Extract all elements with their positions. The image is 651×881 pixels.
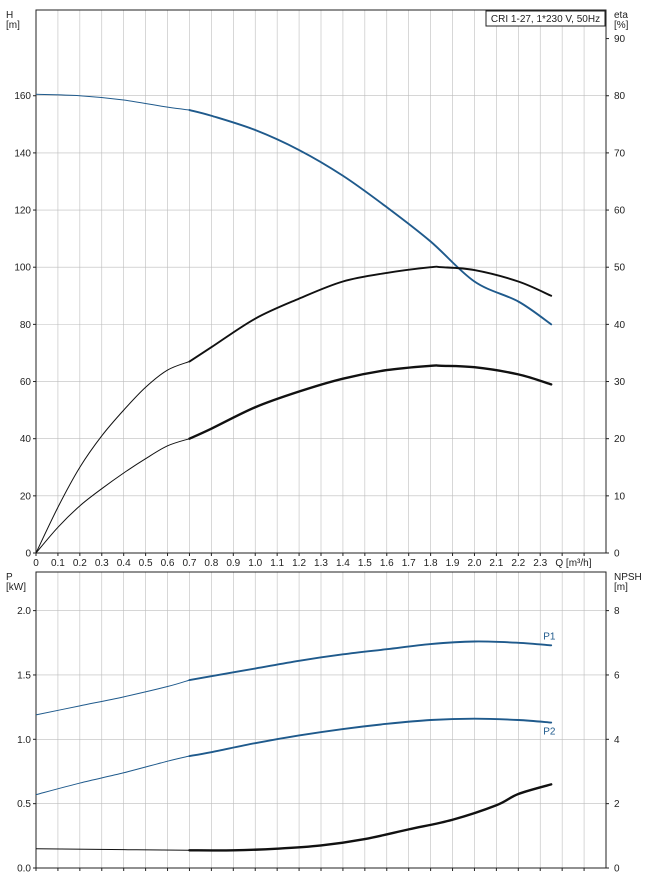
series-label: P1 bbox=[543, 631, 556, 642]
series-line-operating bbox=[188, 640, 553, 682]
x-tick-label: 1.6 bbox=[380, 558, 394, 569]
y-left-tick-label: 160 bbox=[14, 91, 31, 102]
y-right-tick-label: 2 bbox=[614, 799, 620, 810]
series-line-extended bbox=[35, 848, 190, 851]
y-right-tick-label: 4 bbox=[614, 735, 620, 746]
y-left-tick-label: 20 bbox=[20, 491, 32, 502]
y-right-tick-label: 90 bbox=[614, 34, 626, 45]
y-left-axis-label: [kW] bbox=[6, 582, 26, 593]
x-tick-label: 1.5 bbox=[358, 558, 372, 569]
x-tick-label: 0.5 bbox=[139, 558, 153, 569]
y-right-axis-label: eta bbox=[614, 10, 628, 21]
series-line-operating bbox=[188, 364, 553, 440]
x-tick-label: 0.6 bbox=[161, 558, 175, 569]
y-left-tick-label: 40 bbox=[20, 434, 32, 445]
x-tick-label: 1.4 bbox=[336, 558, 350, 569]
x-tick-label: 2.1 bbox=[489, 558, 503, 569]
x-tick-label: 2.2 bbox=[511, 558, 525, 569]
y-right-tick-label: 10 bbox=[614, 491, 626, 502]
x-tick-label: 2.0 bbox=[468, 558, 482, 569]
x-tick-label: 0.1 bbox=[51, 558, 65, 569]
x-tick-label: 1.1 bbox=[270, 558, 284, 569]
power-npsh-plot: 0.0 0.5 1.0 1.5 2.0 0 2 4 6 8 P[kW] NPSH[m] P1 P2 bbox=[6, 571, 642, 875]
y-left-axis-label: H bbox=[6, 10, 13, 21]
tick-marks bbox=[33, 610, 609, 871]
y-left-axis-label: P bbox=[6, 572, 13, 583]
series-line-operating bbox=[188, 109, 553, 326]
y-right-tick-label: 30 bbox=[614, 377, 626, 388]
y-left-tick-label: 2.0 bbox=[17, 606, 31, 617]
annotation-box bbox=[485, 10, 606, 27]
x-tick-label: 0.2 bbox=[73, 558, 87, 569]
x-tick-label: 1.0 bbox=[248, 558, 262, 569]
y-left-tick-label: 60 bbox=[20, 377, 32, 388]
series-label: P2 bbox=[543, 727, 556, 738]
y-left-tick-label: 140 bbox=[14, 148, 31, 159]
x-tick-label: 2.3 bbox=[533, 558, 547, 569]
series-lines bbox=[35, 93, 553, 554]
y-right-tick-label: 70 bbox=[614, 148, 626, 159]
y-left-axis-label: [m] bbox=[6, 20, 20, 31]
y-right-axis-label: [%] bbox=[614, 20, 629, 31]
y-right-axis-label: NPSH bbox=[614, 572, 642, 583]
x-tick-label: 0 bbox=[33, 558, 39, 569]
y-left-tick-label: 0.0 bbox=[17, 864, 31, 875]
x-tick-label: 1.9 bbox=[446, 558, 460, 569]
y-right-tick-label: 80 bbox=[614, 91, 626, 102]
series-line-operating bbox=[188, 783, 553, 852]
tick-marks bbox=[33, 38, 609, 556]
y-right-tick-label: 60 bbox=[614, 206, 626, 217]
y-left-tick-label: 100 bbox=[14, 263, 31, 274]
series-lines bbox=[35, 640, 553, 852]
tick-labels: 0 20 40 60 80 100 120 140 160 0 10 20 30 40 50 60 70 80 90… bbox=[6, 10, 629, 569]
series-line-extended bbox=[35, 679, 190, 716]
head-efficiency-plot: 0 20 40 60 80 100 120 140 160 0 10 20 30 40 50 60 70 80 90… bbox=[6, 9, 629, 569]
x-tick-label: 0.4 bbox=[117, 558, 131, 569]
x-tick-label: 1.2 bbox=[292, 558, 306, 569]
y-right-tick-label: 50 bbox=[614, 263, 626, 274]
series-line-operating bbox=[188, 717, 553, 757]
series-line-operating bbox=[188, 265, 553, 363]
y-left-tick-label: 80 bbox=[20, 320, 32, 331]
x-axis-label: Q [m³/h] bbox=[555, 558, 591, 569]
y-right-tick-label: 6 bbox=[614, 670, 620, 681]
y-left-tick-label: 1.5 bbox=[17, 670, 31, 681]
tick-labels: 0.0 0.5 1.0 1.5 2.0 0 2 4 6 8 P[kW] NPSH[m] P1 P2 bbox=[6, 572, 642, 875]
y-left-tick-label: 0.5 bbox=[17, 799, 31, 810]
x-tick-label: 1.3 bbox=[314, 558, 328, 569]
y-right-tick-label: 40 bbox=[614, 320, 626, 331]
y-left-tick-label: 0 bbox=[25, 549, 31, 560]
x-tick-label: 1.7 bbox=[402, 558, 416, 569]
y-right-axis-label: [m] bbox=[614, 582, 628, 593]
series-line-extended bbox=[35, 361, 190, 554]
x-tick-label: 1.8 bbox=[424, 558, 438, 569]
y-right-tick-label: 20 bbox=[614, 434, 626, 445]
y-left-tick-label: 120 bbox=[14, 206, 31, 217]
y-right-tick-label: 8 bbox=[614, 606, 620, 617]
x-tick-label: 0.3 bbox=[95, 558, 109, 569]
x-tick-label: 0.9 bbox=[226, 558, 240, 569]
series-line-extended bbox=[35, 438, 190, 554]
y-right-tick-label: 0 bbox=[614, 864, 620, 875]
x-tick-label: 0.7 bbox=[183, 558, 197, 569]
x-tick-label: 0.8 bbox=[204, 558, 218, 569]
series-line-extended bbox=[35, 755, 190, 796]
y-right-tick-label: 0 bbox=[614, 549, 620, 560]
y-left-tick-label: 1.0 bbox=[17, 735, 31, 746]
annotation-text: CRI 1-27, 1*230 V, 50Hz bbox=[491, 14, 600, 25]
series-line-extended bbox=[35, 93, 190, 111]
